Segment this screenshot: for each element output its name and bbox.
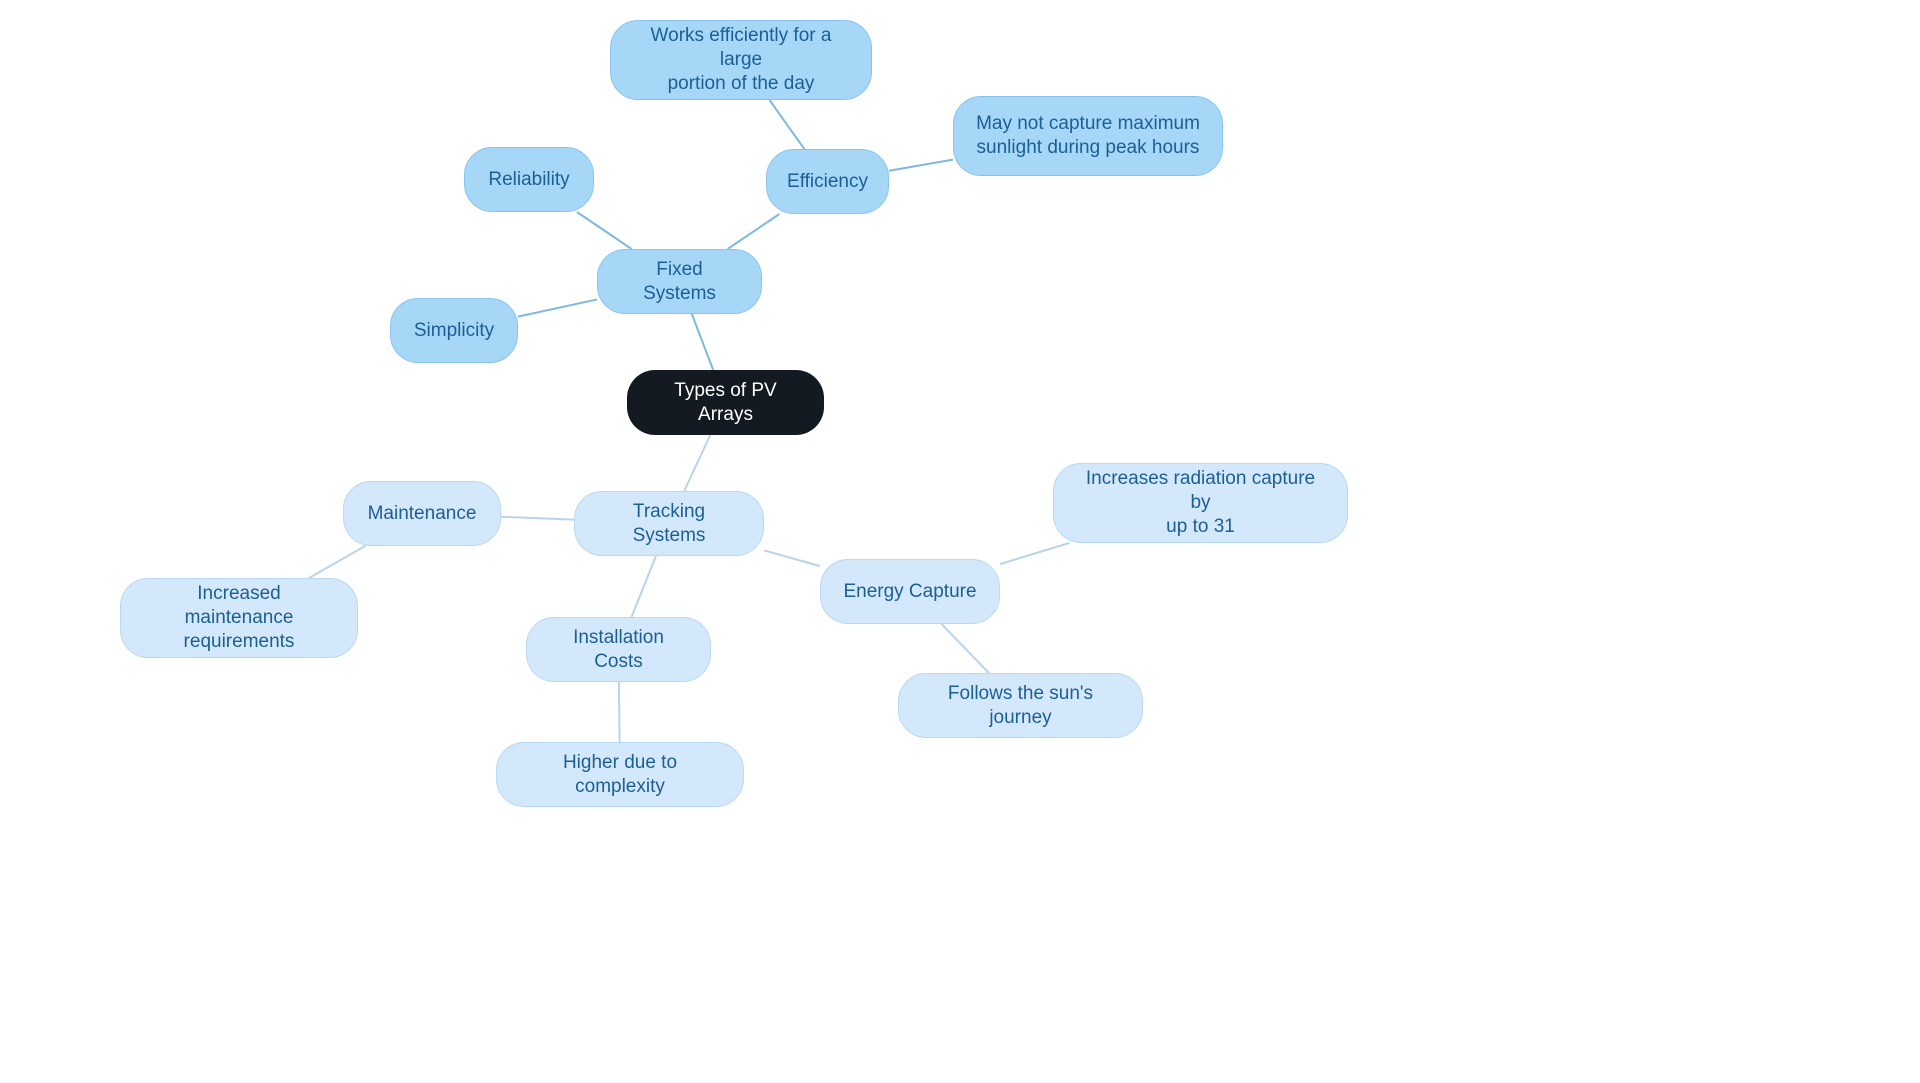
node-maint-label: Maintenance xyxy=(368,502,477,526)
edge xyxy=(501,517,574,520)
node-eff-peak-label: May not capture maximum sunlight during … xyxy=(976,112,1200,160)
node-fixed: Fixed Systems xyxy=(597,249,762,314)
edge xyxy=(889,160,953,171)
node-install: Installation Costs xyxy=(526,617,711,682)
node-reliability: Reliability xyxy=(464,147,594,212)
node-tracking: Tracking Systems xyxy=(574,491,764,556)
edge xyxy=(632,556,656,617)
edge xyxy=(692,314,713,370)
edge xyxy=(619,682,620,742)
root-node-label: Types of PV Arrays xyxy=(647,379,804,427)
node-eff-large: Works efficiently for a large portion of… xyxy=(610,20,872,100)
node-maint-req-label: Increased maintenance requirements xyxy=(141,582,337,653)
edge xyxy=(1000,543,1069,564)
edge xyxy=(728,214,780,249)
node-maint: Maintenance xyxy=(343,481,501,546)
node-simplicity: Simplicity xyxy=(390,298,518,363)
node-eff-peak: May not capture maximum sunlight during … xyxy=(953,96,1223,176)
edge xyxy=(764,550,820,566)
node-energy: Energy Capture xyxy=(820,559,1000,624)
node-reliability-label: Reliability xyxy=(488,168,569,192)
node-install-hi: Higher due to complexity xyxy=(496,742,744,807)
node-efficiency-label: Efficiency xyxy=(787,170,868,194)
node-efficiency: Efficiency xyxy=(766,149,889,214)
node-simplicity-label: Simplicity xyxy=(414,319,494,343)
node-energy-31-label: Increases radiation capture by up to 31 xyxy=(1074,467,1327,538)
node-tracking-label: Tracking Systems xyxy=(595,500,743,548)
node-energy-label: Energy Capture xyxy=(843,580,976,604)
node-energy-31: Increases radiation capture by up to 31 xyxy=(1053,463,1348,543)
node-install-label: Installation Costs xyxy=(547,626,690,674)
root-node: Types of PV Arrays xyxy=(627,370,824,435)
edge xyxy=(577,212,632,249)
edge xyxy=(518,299,597,316)
edge xyxy=(684,435,710,491)
node-install-hi-label: Higher due to complexity xyxy=(517,751,723,799)
edge xyxy=(942,624,989,673)
node-fixed-label: Fixed Systems xyxy=(618,258,741,306)
edge xyxy=(769,100,804,149)
node-energy-sun: Follows the sun's journey xyxy=(898,673,1143,738)
node-eff-large-label: Works efficiently for a large portion of… xyxy=(631,24,851,95)
node-maint-req: Increased maintenance requirements xyxy=(120,578,358,658)
node-energy-sun-label: Follows the sun's journey xyxy=(919,682,1122,730)
edge xyxy=(309,546,365,578)
